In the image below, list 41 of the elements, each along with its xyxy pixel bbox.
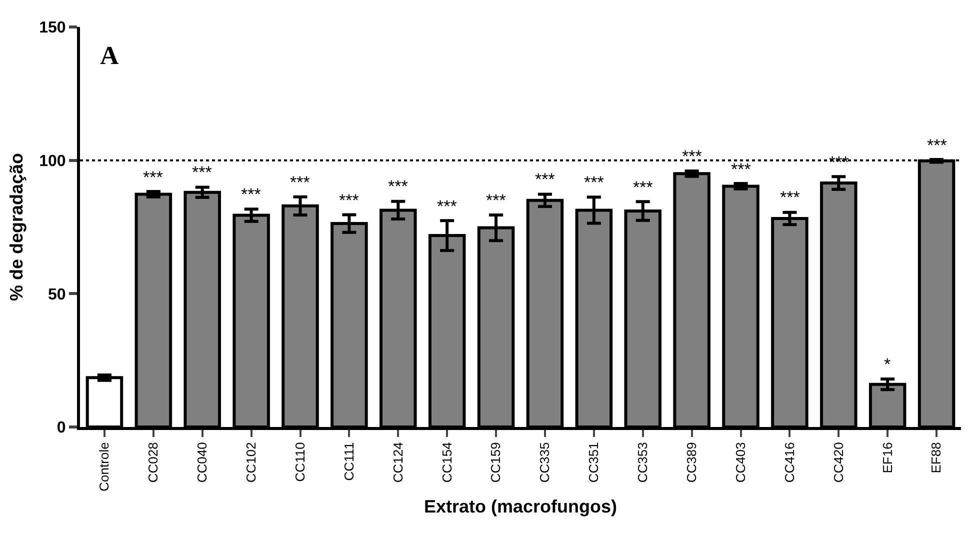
x-tick-label: CC028 <box>146 442 161 483</box>
x-tick-label: CC110 <box>292 442 308 482</box>
y-tick-label: 100 <box>39 152 66 170</box>
x-tick-label: CC416 <box>782 442 797 483</box>
annotation: *** <box>927 136 948 155</box>
annotation: *** <box>241 185 262 204</box>
annotation: *** <box>535 170 556 189</box>
annotation: *** <box>290 173 310 192</box>
x-tick-label: CC389 <box>684 442 700 483</box>
x-tick-label: CC124 <box>390 442 406 483</box>
x-tick-label: CC403 <box>732 442 748 483</box>
y-axis-title: % de degradação <box>6 152 26 302</box>
y-tick-label: 0 <box>56 420 66 437</box>
x-tick-label: CC102 <box>244 442 259 483</box>
annotation: *** <box>633 178 654 197</box>
annotation: *** <box>486 191 506 210</box>
x-tick-label: CC040 <box>194 442 210 483</box>
y-tick-label: 50 <box>48 286 66 304</box>
annotation: *** <box>731 160 752 179</box>
x-tick-label: CC420 <box>830 442 846 483</box>
annotation: *** <box>143 168 164 187</box>
annotation: A <box>100 41 119 70</box>
annotation: *** <box>192 163 212 182</box>
annotation: *** <box>780 188 800 207</box>
y-tick-label: 150 <box>39 20 66 37</box>
x-tick-label: CC159 <box>488 442 504 483</box>
annotation: *** <box>339 191 360 210</box>
annotation: *** <box>437 197 458 216</box>
x-tick-label: CC111 <box>341 442 356 481</box>
x-tick-label: CC154 <box>439 442 454 483</box>
x-axis-title: Extrato (macrofungos) <box>424 496 618 516</box>
x-tick-label: EF88 <box>928 442 944 474</box>
annotation: *** <box>584 173 604 192</box>
x-tick-label: CC353 <box>635 442 650 483</box>
annotation: *** <box>388 177 408 196</box>
x-tick-label: EF16 <box>880 442 895 474</box>
x-tick-label: CC351 <box>586 442 602 483</box>
x-tick-label: Controle <box>96 442 112 492</box>
annotation: * <box>884 355 891 374</box>
x-tick-label: CC335 <box>537 442 552 483</box>
annotation: *** <box>682 147 702 166</box>
